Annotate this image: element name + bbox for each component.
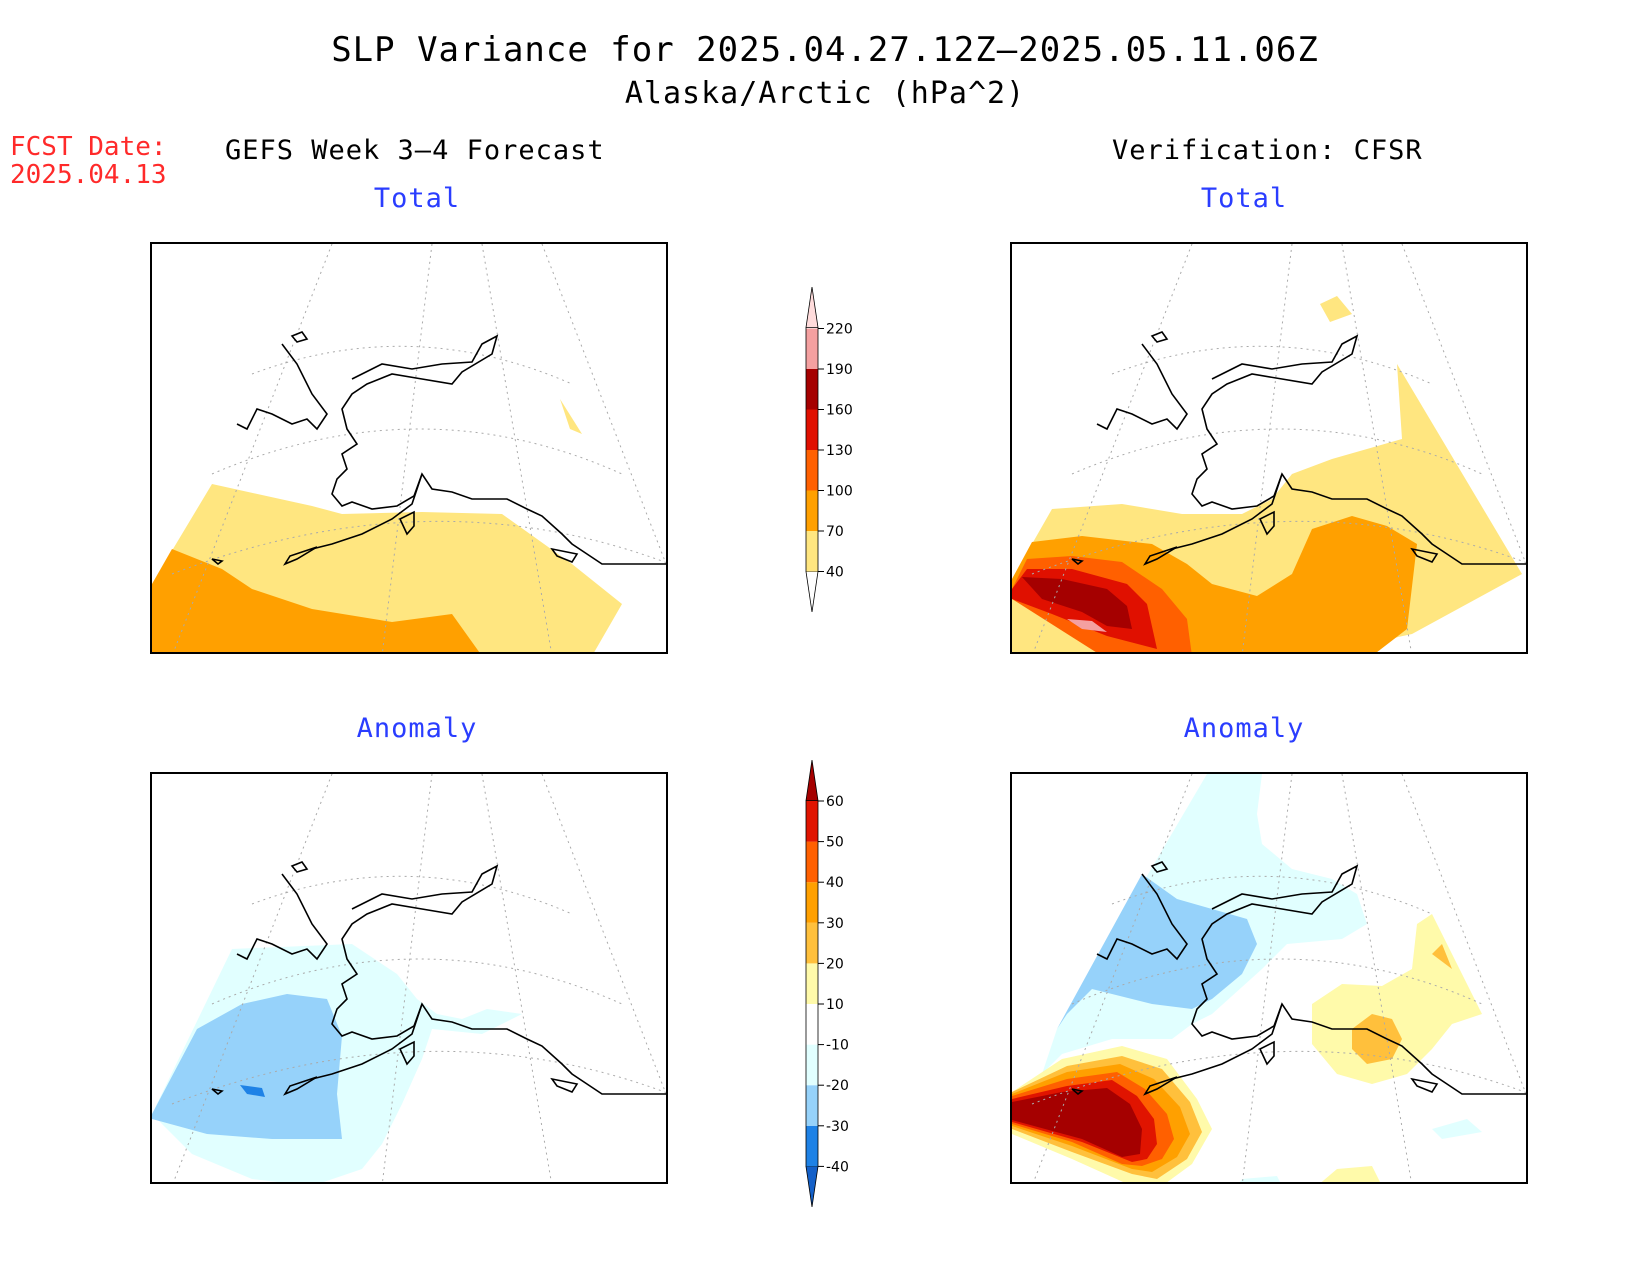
anomaly-colorbar-tick-label: -10 — [826, 1038, 849, 1054]
anomaly-colorbar-cell-5 — [806, 963, 818, 1004]
forecast-total-title: Total — [373, 183, 461, 214]
verification-column-title: Verification: CFSR — [1112, 135, 1423, 166]
total-colorbar-cell-6 — [806, 328, 818, 369]
variance-shading-40-70 — [1320, 296, 1352, 322]
total-colorbar-tick-label: 220 — [826, 322, 853, 338]
forecast-date-value: 2025.04.13 — [10, 160, 167, 190]
anomaly-colorbar-tick-label: 20 — [826, 956, 844, 972]
anomaly-shading-minus20-minus30 — [152, 994, 342, 1139]
total-colorbar-tick-label: 190 — [826, 362, 853, 378]
total-colorbar-tick-label: 70 — [826, 524, 844, 540]
coastline — [211, 861, 666, 1096]
forecast-column-title: GEFS Week 3–4 Forecast — [225, 135, 605, 166]
anomaly-colorbar-cell-0 — [805, 1166, 819, 1208]
anomaly-colorbar-cell-10 — [805, 759, 819, 801]
anomaly-colorbar-tick-label: 40 — [826, 875, 844, 891]
total-colorbar-cell-5 — [806, 369, 818, 410]
anomaly-colorbar-cell-2 — [806, 1085, 818, 1126]
forecast-total-map — [150, 242, 668, 654]
anomaly-colorbar-tick-label: -20 — [826, 1078, 849, 1094]
total-colorbar-tick-label: 160 — [826, 403, 853, 419]
anomaly-colorbar-cell-4 — [806, 1004, 818, 1045]
graticule — [171, 774, 666, 1182]
anomaly-colorbar-tick-label: 50 — [826, 835, 844, 851]
verification-anomaly-title: Anomaly — [1183, 713, 1305, 744]
total-colorbar-tick-label: 40 — [826, 565, 844, 581]
anomaly-shading-20-30 — [1352, 1014, 1402, 1064]
coastline — [211, 331, 666, 566]
graticule — [1031, 774, 1526, 1182]
anomaly-colorbar-tick-label: -30 — [826, 1119, 849, 1135]
anomaly-shading-over-60 — [1012, 1088, 1142, 1157]
forecast-anomaly-title: Anomaly — [356, 713, 478, 744]
variance-shading-40-70 — [560, 399, 582, 434]
total-colorbar-cell-2 — [806, 490, 818, 531]
map-subtitle: Alaska/Arctic (hPa^2) — [624, 76, 1026, 111]
anomaly-colorbar-tick-label: -40 — [826, 1159, 849, 1175]
anomaly-colorbar-tick-label: 10 — [826, 997, 844, 1013]
variance-shading-70-100 — [152, 549, 480, 652]
total-colorbar-tick-label: 100 — [826, 484, 853, 500]
forecast-anomaly-map — [150, 772, 668, 1184]
variance-shading-160-190 — [1022, 577, 1132, 629]
anomaly-shading-minus10-minus20 — [1239, 1176, 1280, 1182]
total-colorbar-tick-label: 130 — [826, 443, 853, 459]
anomaly-colorbar-cell-3 — [806, 1044, 818, 1086]
total-colorbar-cell-4 — [806, 409, 818, 450]
total-colorbar: 40 70 100 130 160 190 220 — [805, 286, 853, 613]
verification-anomaly-map — [1010, 772, 1528, 1184]
anomaly-shading-20-30 — [1432, 944, 1452, 969]
total-colorbar-cell-3 — [806, 450, 818, 491]
anomaly-colorbar: -40 -30 -20 -10 10 20 30 40 50 60 — [805, 759, 849, 1208]
graticule — [171, 244, 666, 652]
anomaly-colorbar-cell-7 — [806, 882, 818, 923]
variance-shading-190-220 — [1067, 619, 1107, 632]
anomaly-shading-10-20 — [1321, 1166, 1380, 1182]
anomaly-colorbar-tick-label: 60 — [826, 794, 844, 810]
anomaly-colorbar-cell-8 — [806, 841, 818, 883]
anomaly-shading-minus10-minus20 — [1432, 1119, 1482, 1139]
anomaly-colorbar-cell-1 — [806, 1125, 818, 1167]
anomaly-colorbar-cell-9 — [806, 801, 818, 842]
forecast-date-label: FCST Date: — [10, 132, 167, 162]
anomaly-shading-minus30-minus40 — [240, 1085, 265, 1097]
total-colorbar-cell-1 — [806, 531, 818, 572]
map-title: SLP Variance for 2025.04.27.12Z–2025.05.… — [331, 30, 1319, 70]
anomaly-colorbar-tick-label: 30 — [826, 916, 844, 932]
graticule — [1031, 244, 1526, 652]
total-colorbar-cell-7 — [805, 286, 819, 328]
coastline — [1071, 861, 1526, 1096]
coastline — [1071, 331, 1526, 566]
anomaly-colorbar-cell-6 — [806, 922, 818, 964]
verification-total-title: Total — [1200, 183, 1288, 214]
total-colorbar-cell-0 — [805, 571, 819, 613]
verification-total-map — [1010, 242, 1528, 654]
